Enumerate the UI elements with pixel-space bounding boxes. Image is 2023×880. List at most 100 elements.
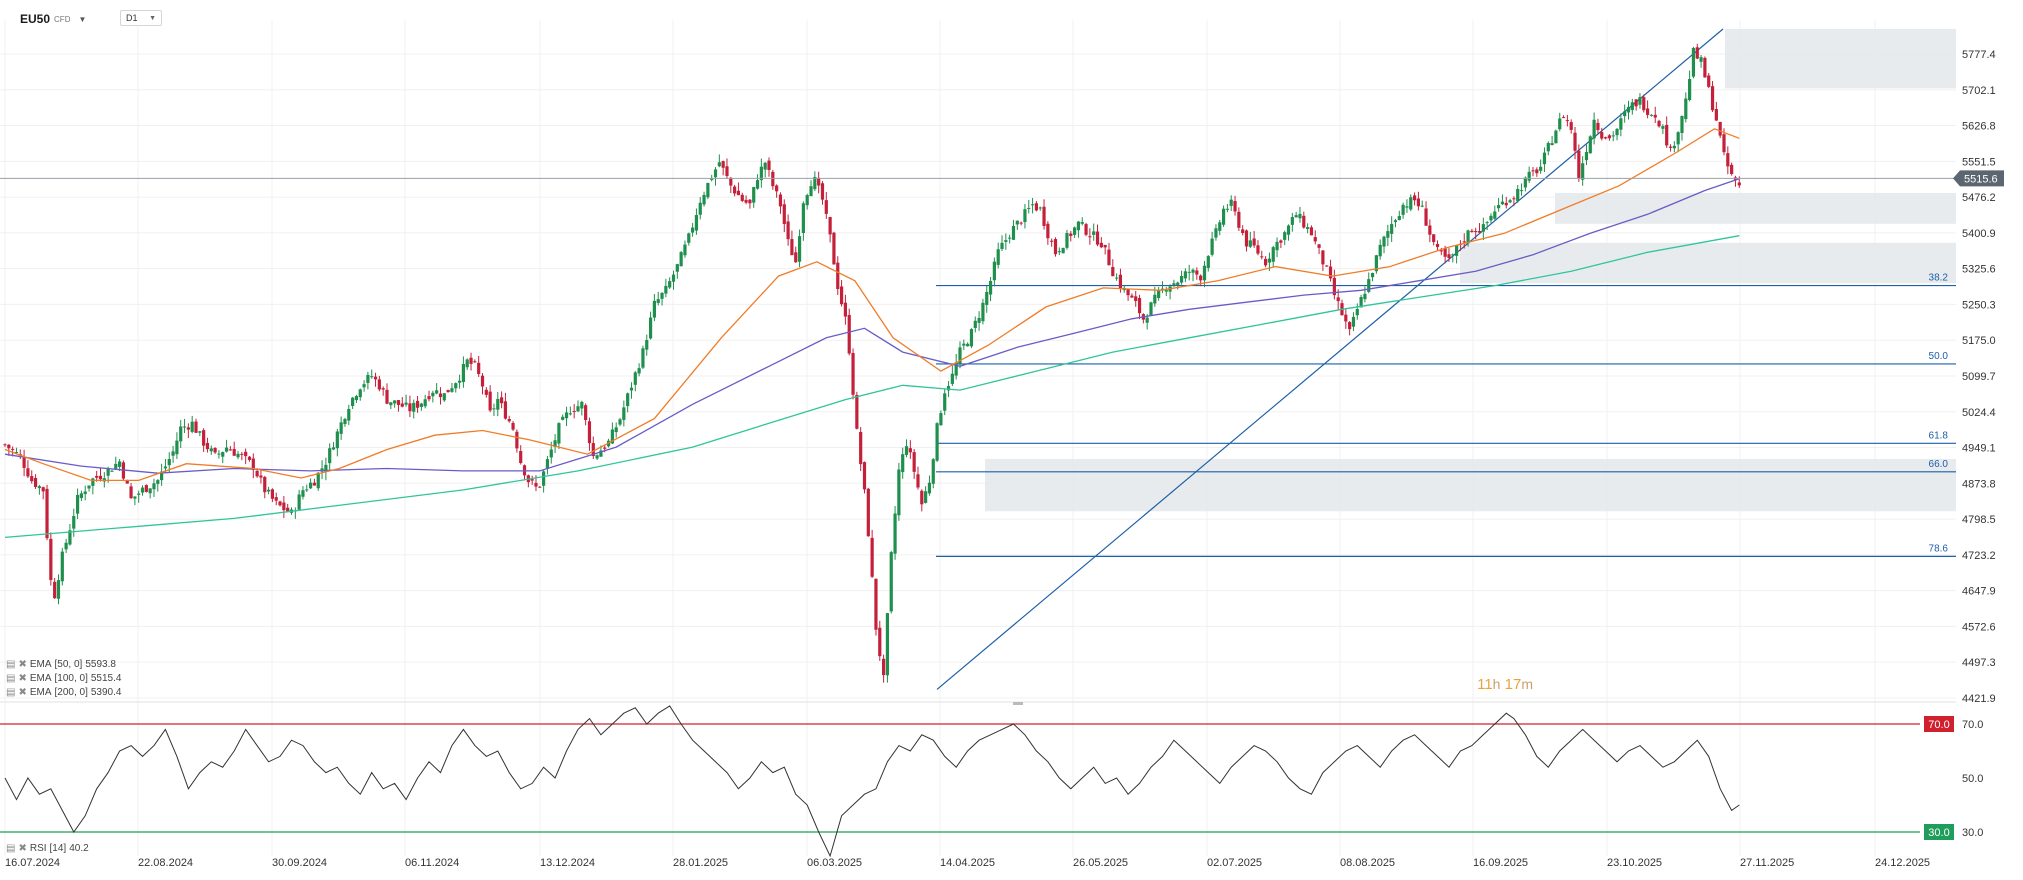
symbol-selector[interactable]: EU50 CFD ▼ [20,10,86,28]
candle-body [603,447,607,449]
candle-body [988,280,993,295]
candle-countdown: 11h 17m [1477,676,1533,693]
candle-body [1359,296,1363,308]
candle-body [664,285,668,294]
close-icon[interactable]: ✖ [18,673,27,684]
candle-body [263,476,267,493]
candle-body [1550,143,1554,146]
candle-body [148,488,152,494]
candle-body [641,348,645,368]
candle-body [1588,136,1592,154]
candle-body [423,399,427,407]
candle-body [1600,132,1604,139]
candle-body [534,482,538,487]
candle-body [1183,271,1187,279]
candle-body [1157,290,1161,299]
close-icon[interactable]: ✖ [18,659,27,670]
ema100-label: EMA [29,673,52,684]
candle-body [1050,240,1054,242]
candle-body [1703,57,1707,78]
candle-body [595,455,599,459]
candle-body [1241,229,1245,233]
candle-body [95,475,99,478]
close-icon[interactable]: ✖ [18,843,27,854]
candle-body [1626,106,1631,113]
y-tick-label: 5626.8 [1962,121,1996,133]
candle-body [809,186,813,197]
candle-body [576,406,580,412]
candle-body [889,552,893,612]
support-zone [985,458,1956,512]
candle-body [618,419,622,425]
candle-body [1527,171,1531,181]
candle-body [1470,230,1474,233]
chevron-down-icon[interactable]: ▼ [78,14,87,24]
candle-body [1435,243,1440,248]
candle-body [698,202,702,215]
candle-body [557,423,561,444]
candle-body [1474,231,1478,233]
candle-body [878,627,882,657]
candle-body [767,160,771,171]
settings-icon[interactable]: ▤ [6,659,16,670]
candle-body [721,161,725,168]
candle-body [1688,78,1692,101]
y-tick-label: 4572.6 [1962,621,1996,633]
x-tick-label: 14.04.2025 [940,857,995,869]
candle-body [775,185,779,192]
candle-body [519,451,523,464]
candle-body [736,190,741,196]
x-tick-label: 08.08.2025 [1340,857,1395,869]
candle-body [343,418,347,425]
candle-body [977,317,981,323]
candle-body [908,448,912,453]
candle-body [1065,233,1069,248]
candle-body [358,389,362,398]
y-tick-label: 5702.1 [1962,85,1996,97]
candle-body [1256,245,1260,254]
settings-icon[interactable]: ▤ [6,843,16,854]
candle-body [1401,204,1405,215]
pane-resize-handle [1013,702,1023,705]
candle-body [469,357,473,364]
candle-body [1080,222,1084,224]
candle-body [1676,132,1680,145]
candle-body [1634,99,1638,107]
close-icon[interactable]: ✖ [18,687,27,698]
candle-body [1088,236,1092,238]
ema50-label: EMA [29,659,52,670]
candle-body [125,480,129,484]
candle-body [1367,279,1371,292]
candle-body [1393,220,1398,223]
y-tick-label: 4421.9 [1962,693,1996,705]
candle-body [198,431,202,433]
candle-body [515,431,519,449]
candle-body [270,489,274,499]
x-tick-label: 06.03.2025 [807,857,862,869]
candle-body [480,375,485,387]
candle-body [1004,240,1008,242]
candle-body [564,412,569,419]
candle-body [1730,164,1734,175]
settings-icon[interactable]: ▤ [6,687,16,698]
candle-body [1390,224,1394,234]
candle-body [205,442,210,450]
candle-body [186,427,190,430]
candle-body [477,362,481,375]
candle-body [966,343,970,347]
candle-body [763,162,767,170]
candle-body [591,443,595,457]
candle-body [1623,111,1627,117]
current-price-value: 5515.6 [1964,173,1998,185]
settings-icon[interactable]: ▤ [6,673,16,684]
candle-body [106,468,110,476]
candle-body [1073,227,1077,235]
candle-body [1531,170,1535,172]
timeframe-select[interactable]: D1 ▼ [120,10,162,26]
candle-body [68,530,72,545]
candle-body [637,368,641,374]
candle-body [1718,121,1722,136]
candle-body [435,390,439,394]
candle-body [1695,47,1699,59]
